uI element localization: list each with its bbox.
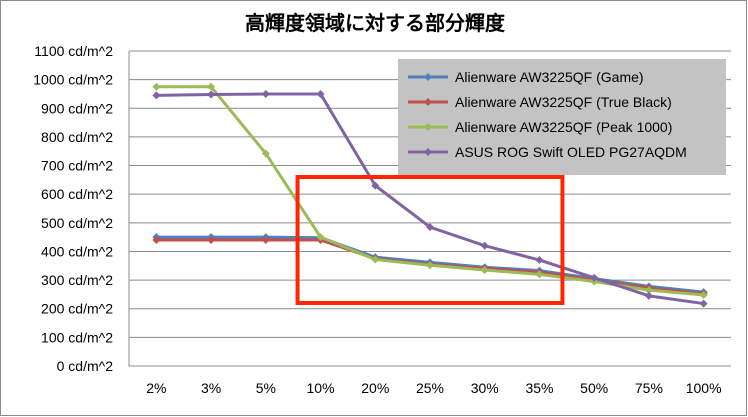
legend-marker [424,148,432,156]
y-tick-label: 700 cd/m^2 [41,158,113,174]
highlight-annotation [295,175,565,305]
y-tick-label: 900 cd/m^2 [41,100,113,116]
x-tick-label: 75% [635,380,663,396]
data-point [699,299,708,308]
y-tick-label: 0 cd/m^2 [57,358,114,374]
legend: Alienware AW3225QF (Game) Alienware AW322… [398,59,726,175]
series-3 [152,89,708,308]
data-point [426,261,434,270]
data-point [152,236,161,244]
x-tick-label: 50% [580,380,608,396]
y-tick-label: 500 cd/m^2 [41,215,113,231]
y-tick-label: 100 cd/m^2 [41,329,113,345]
data-point [316,233,325,242]
x-tick-label: 35% [525,380,553,396]
x-tick-label: 3% [201,380,221,396]
data-point [261,149,270,158]
y-tick-label: 600 cd/m^2 [41,186,113,202]
data-point [316,89,325,98]
y-tick-label: 200 cd/m^2 [41,301,113,317]
legend-box [398,59,726,175]
legend-label: Alienware AW3225QF (Game) [455,69,644,85]
highlight-rectangle [295,175,565,305]
data-point [261,89,270,98]
x-axis-tick-labels: 2% 3% 5% 10% 20% 25% 30% 35% 50% 75% 100% [146,380,721,396]
data-point [152,82,161,91]
data-point [261,236,270,244]
data-point [207,236,216,244]
x-tick-label: 5% [256,380,276,396]
y-tick-label: 800 cd/m^2 [41,129,113,145]
y-tick-label: 300 cd/m^2 [41,272,113,288]
data-point [590,273,599,282]
x-tick-label: 10% [307,380,335,396]
series-lines [152,82,708,308]
x-tick-label: 25% [416,380,444,396]
legend-label: Alienware AW3225QF (True Black) [455,94,672,110]
data-point [699,290,708,299]
data-point [371,255,380,264]
x-tick-label: 2% [146,380,166,396]
x-tick-label: 30% [471,380,499,396]
data-point [535,270,544,279]
data-point [644,286,653,295]
data-point [152,91,161,100]
data-point [371,181,380,190]
data-point [207,90,216,99]
data-point [480,266,489,275]
legend-marker [424,98,432,106]
legend-label: ASUS ROG Swift OLED PG27AQDM [455,144,687,160]
chart-title: 高輝度領域に対する部分輝度 [245,11,506,35]
y-tick-label: 400 cd/m^2 [41,243,113,259]
legend-marker [424,123,432,131]
data-point [426,223,434,232]
y-axis-tick-labels: 0 cd/m^2 100 cd/m^2 200 cd/m^2 300 cd/m^2 40… [33,43,113,374]
data-point [480,241,489,250]
legend-marker [424,73,432,81]
data-point [535,256,544,265]
x-tick-label: 20% [361,380,389,396]
y-tick-label: 1100 cd/m^2 [34,43,113,59]
data-point [644,291,653,300]
x-tick-label: 100% [686,380,722,396]
y-tick-label: 1000 cd/m^2 [33,72,113,88]
data-point [207,82,216,91]
legend-label: Alienware AW3225QF (Peak 1000) [455,119,672,135]
